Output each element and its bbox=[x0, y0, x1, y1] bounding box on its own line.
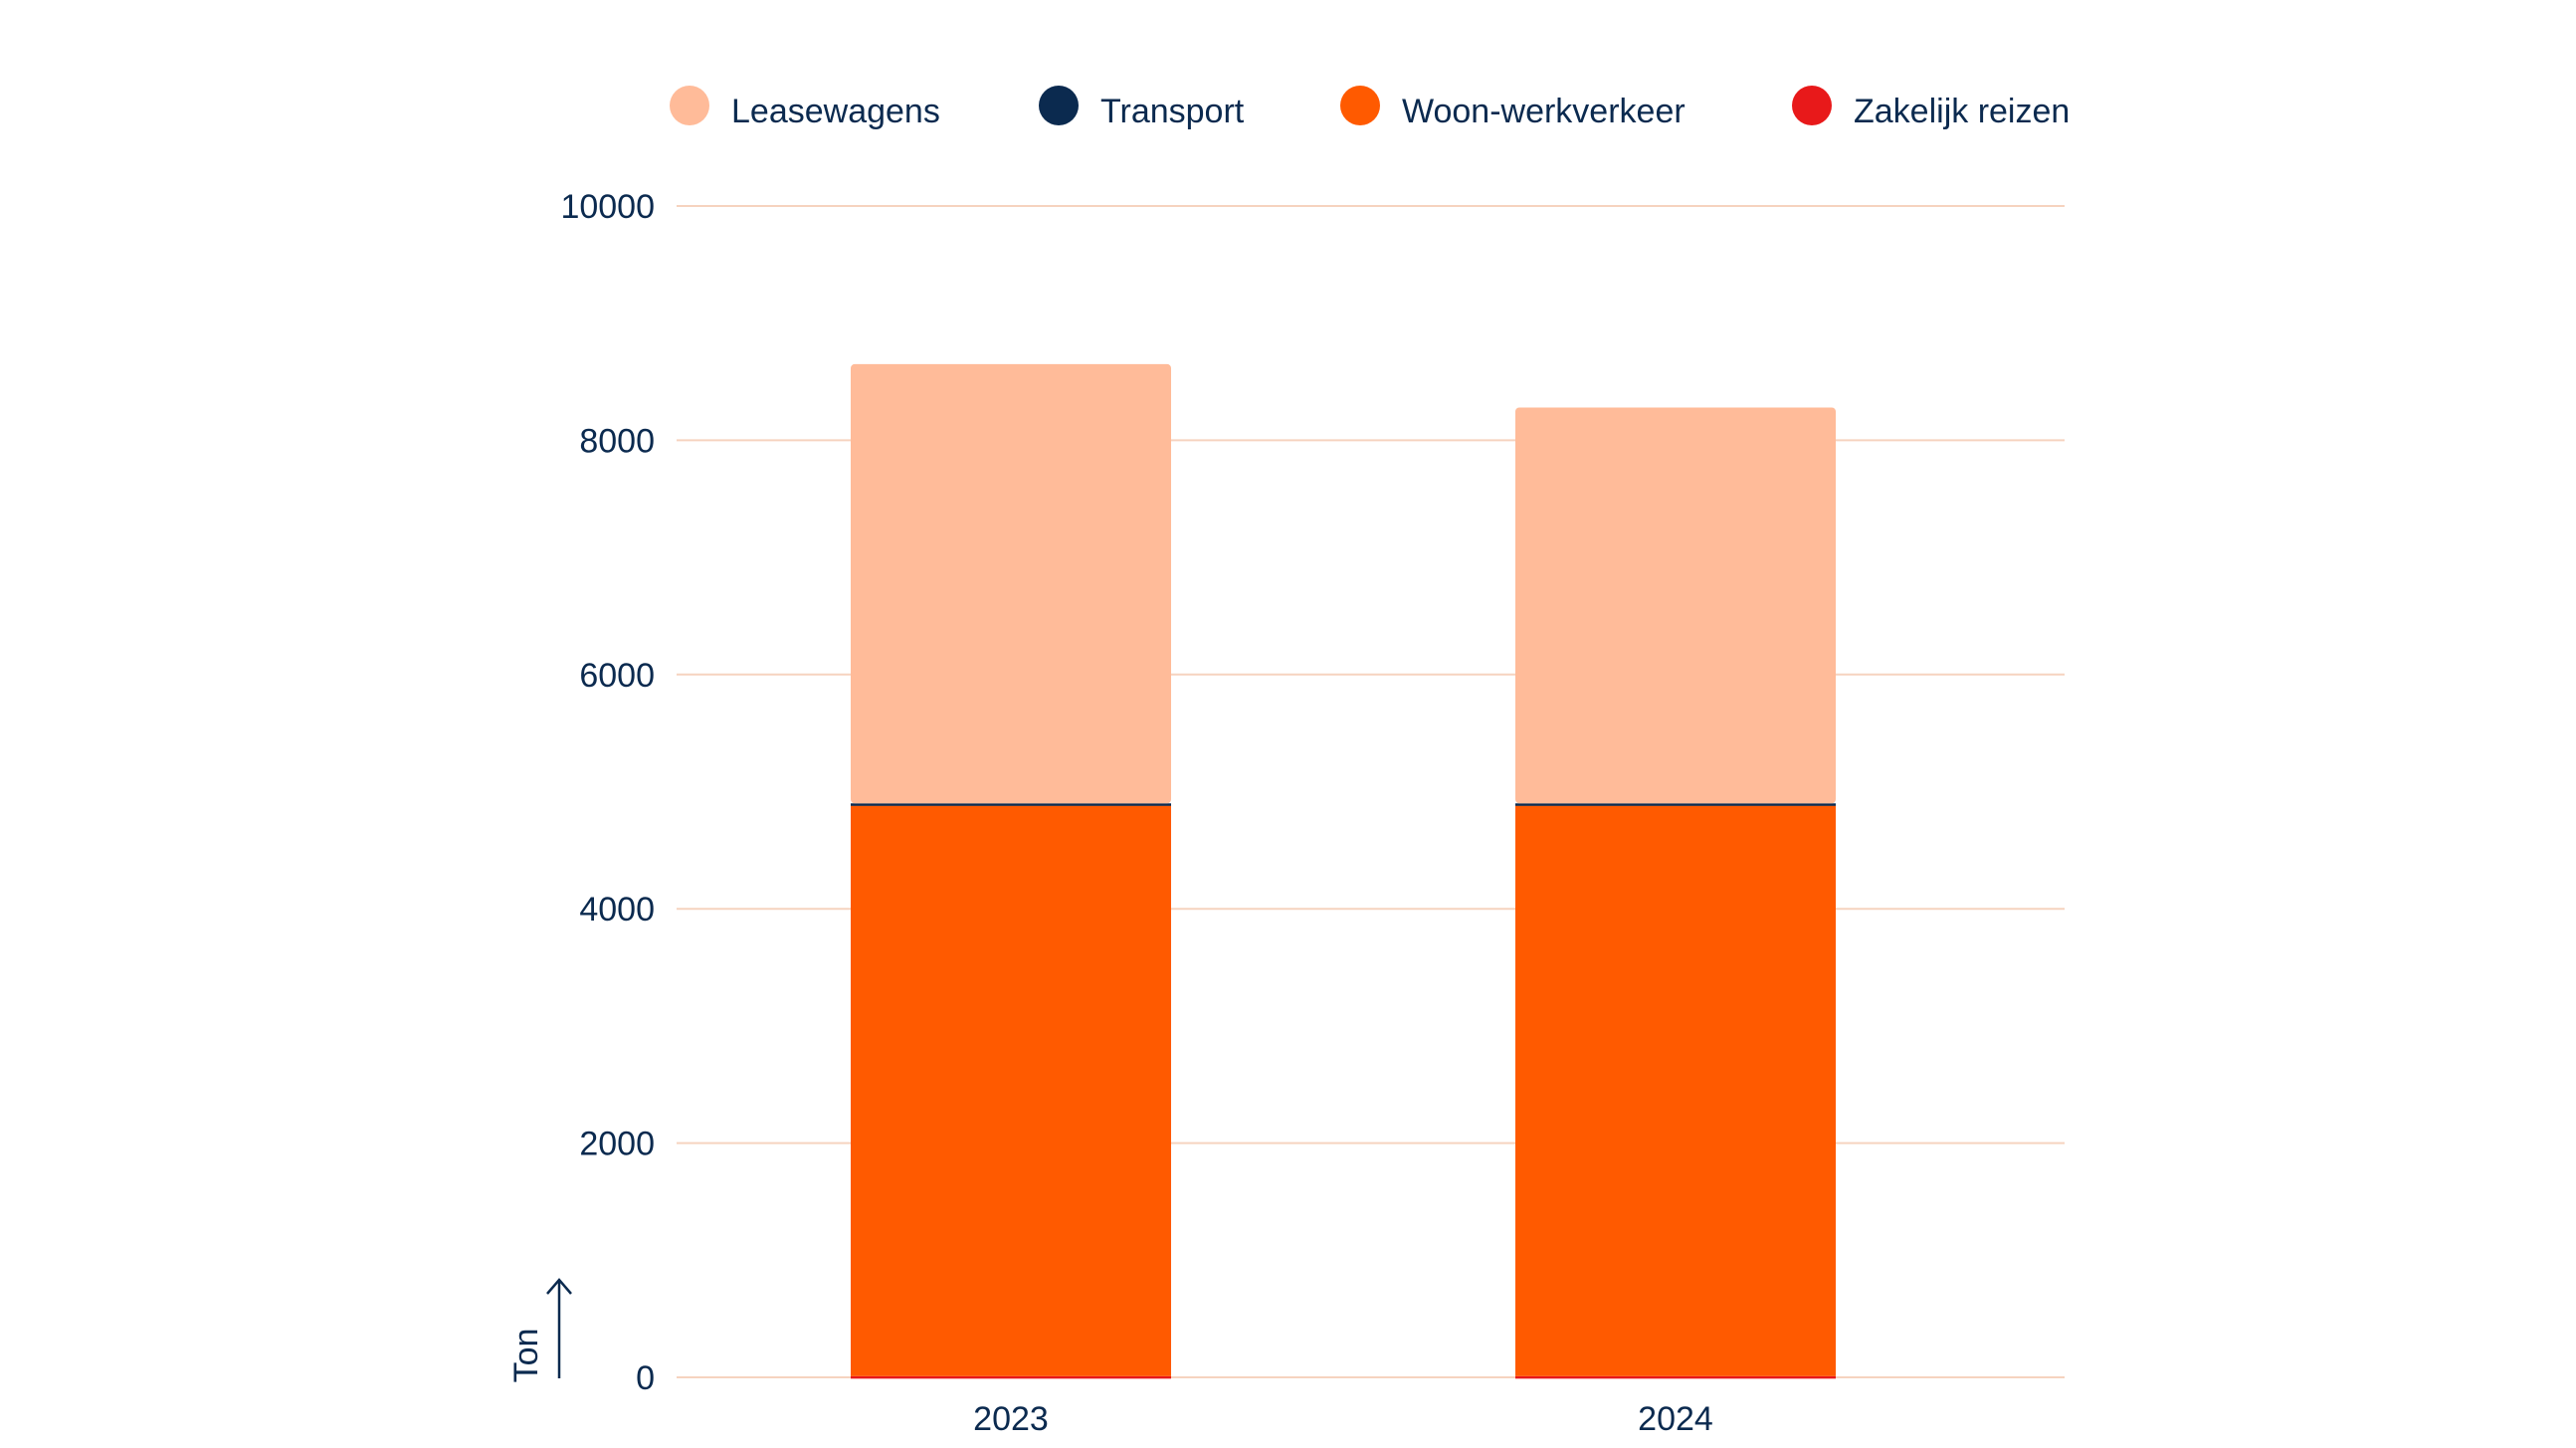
x-tick-label: 2023 bbox=[973, 1400, 1049, 1438]
bar-segment-leasewagens-2024 bbox=[1515, 407, 1836, 804]
y-axis-ticks: 0 2000 4000 6000 8000 10000 bbox=[560, 188, 655, 1397]
legend-swatch bbox=[1792, 86, 1832, 125]
legend-item: Leasewagens bbox=[670, 86, 940, 130]
legend-label: Woon-werkverkeer bbox=[1402, 93, 1685, 130]
legend: Leasewagens Transport Woon-werkverkeer Zake… bbox=[670, 86, 2070, 130]
bars bbox=[851, 363, 1836, 1379]
y-axis-arrow-head bbox=[546, 1278, 572, 1295]
legend-label: Leasewagens bbox=[731, 93, 940, 130]
bar-segment-zakelijk-reizen-2024 bbox=[1515, 1375, 1836, 1379]
y-tick-label: 2000 bbox=[579, 1126, 655, 1163]
legend-item: Transport bbox=[1039, 86, 1245, 130]
y-tick-label: 8000 bbox=[579, 422, 655, 460]
x-axis-labels: 2023 2024 bbox=[973, 1400, 1713, 1438]
y-tick-label: 10000 bbox=[560, 188, 655, 226]
y-tick-label: 0 bbox=[636, 1359, 655, 1397]
legend-label: Transport bbox=[1100, 93, 1245, 130]
y-tick-label: 4000 bbox=[579, 891, 655, 929]
legend-label: Zakelijk reizen bbox=[1854, 93, 2070, 130]
legend-swatch bbox=[1039, 86, 1079, 125]
bar-segment-woon-werkverkeer-2023 bbox=[851, 805, 1171, 1376]
legend-swatch bbox=[1340, 86, 1380, 125]
bar-segment-woon-werkverkeer-2024 bbox=[1515, 805, 1836, 1376]
bar-segment-transport-2023 bbox=[851, 803, 1171, 806]
x-tick-label: 2024 bbox=[1638, 1400, 1713, 1438]
legend-item: Zakelijk reizen bbox=[1792, 86, 2070, 130]
bar-segment-transport-2024 bbox=[1515, 803, 1836, 806]
y-axis-title: Ton bbox=[507, 1329, 545, 1383]
y-tick-label: 6000 bbox=[579, 657, 655, 695]
bar-segment-zakelijk-reizen-2023 bbox=[851, 1375, 1171, 1379]
legend-swatch bbox=[670, 86, 709, 125]
y-axis-title-group: Ton bbox=[507, 1278, 572, 1383]
bar-segment-leasewagens-2023 bbox=[851, 363, 1171, 804]
legend-item: Woon-werkverkeer bbox=[1340, 86, 1685, 130]
